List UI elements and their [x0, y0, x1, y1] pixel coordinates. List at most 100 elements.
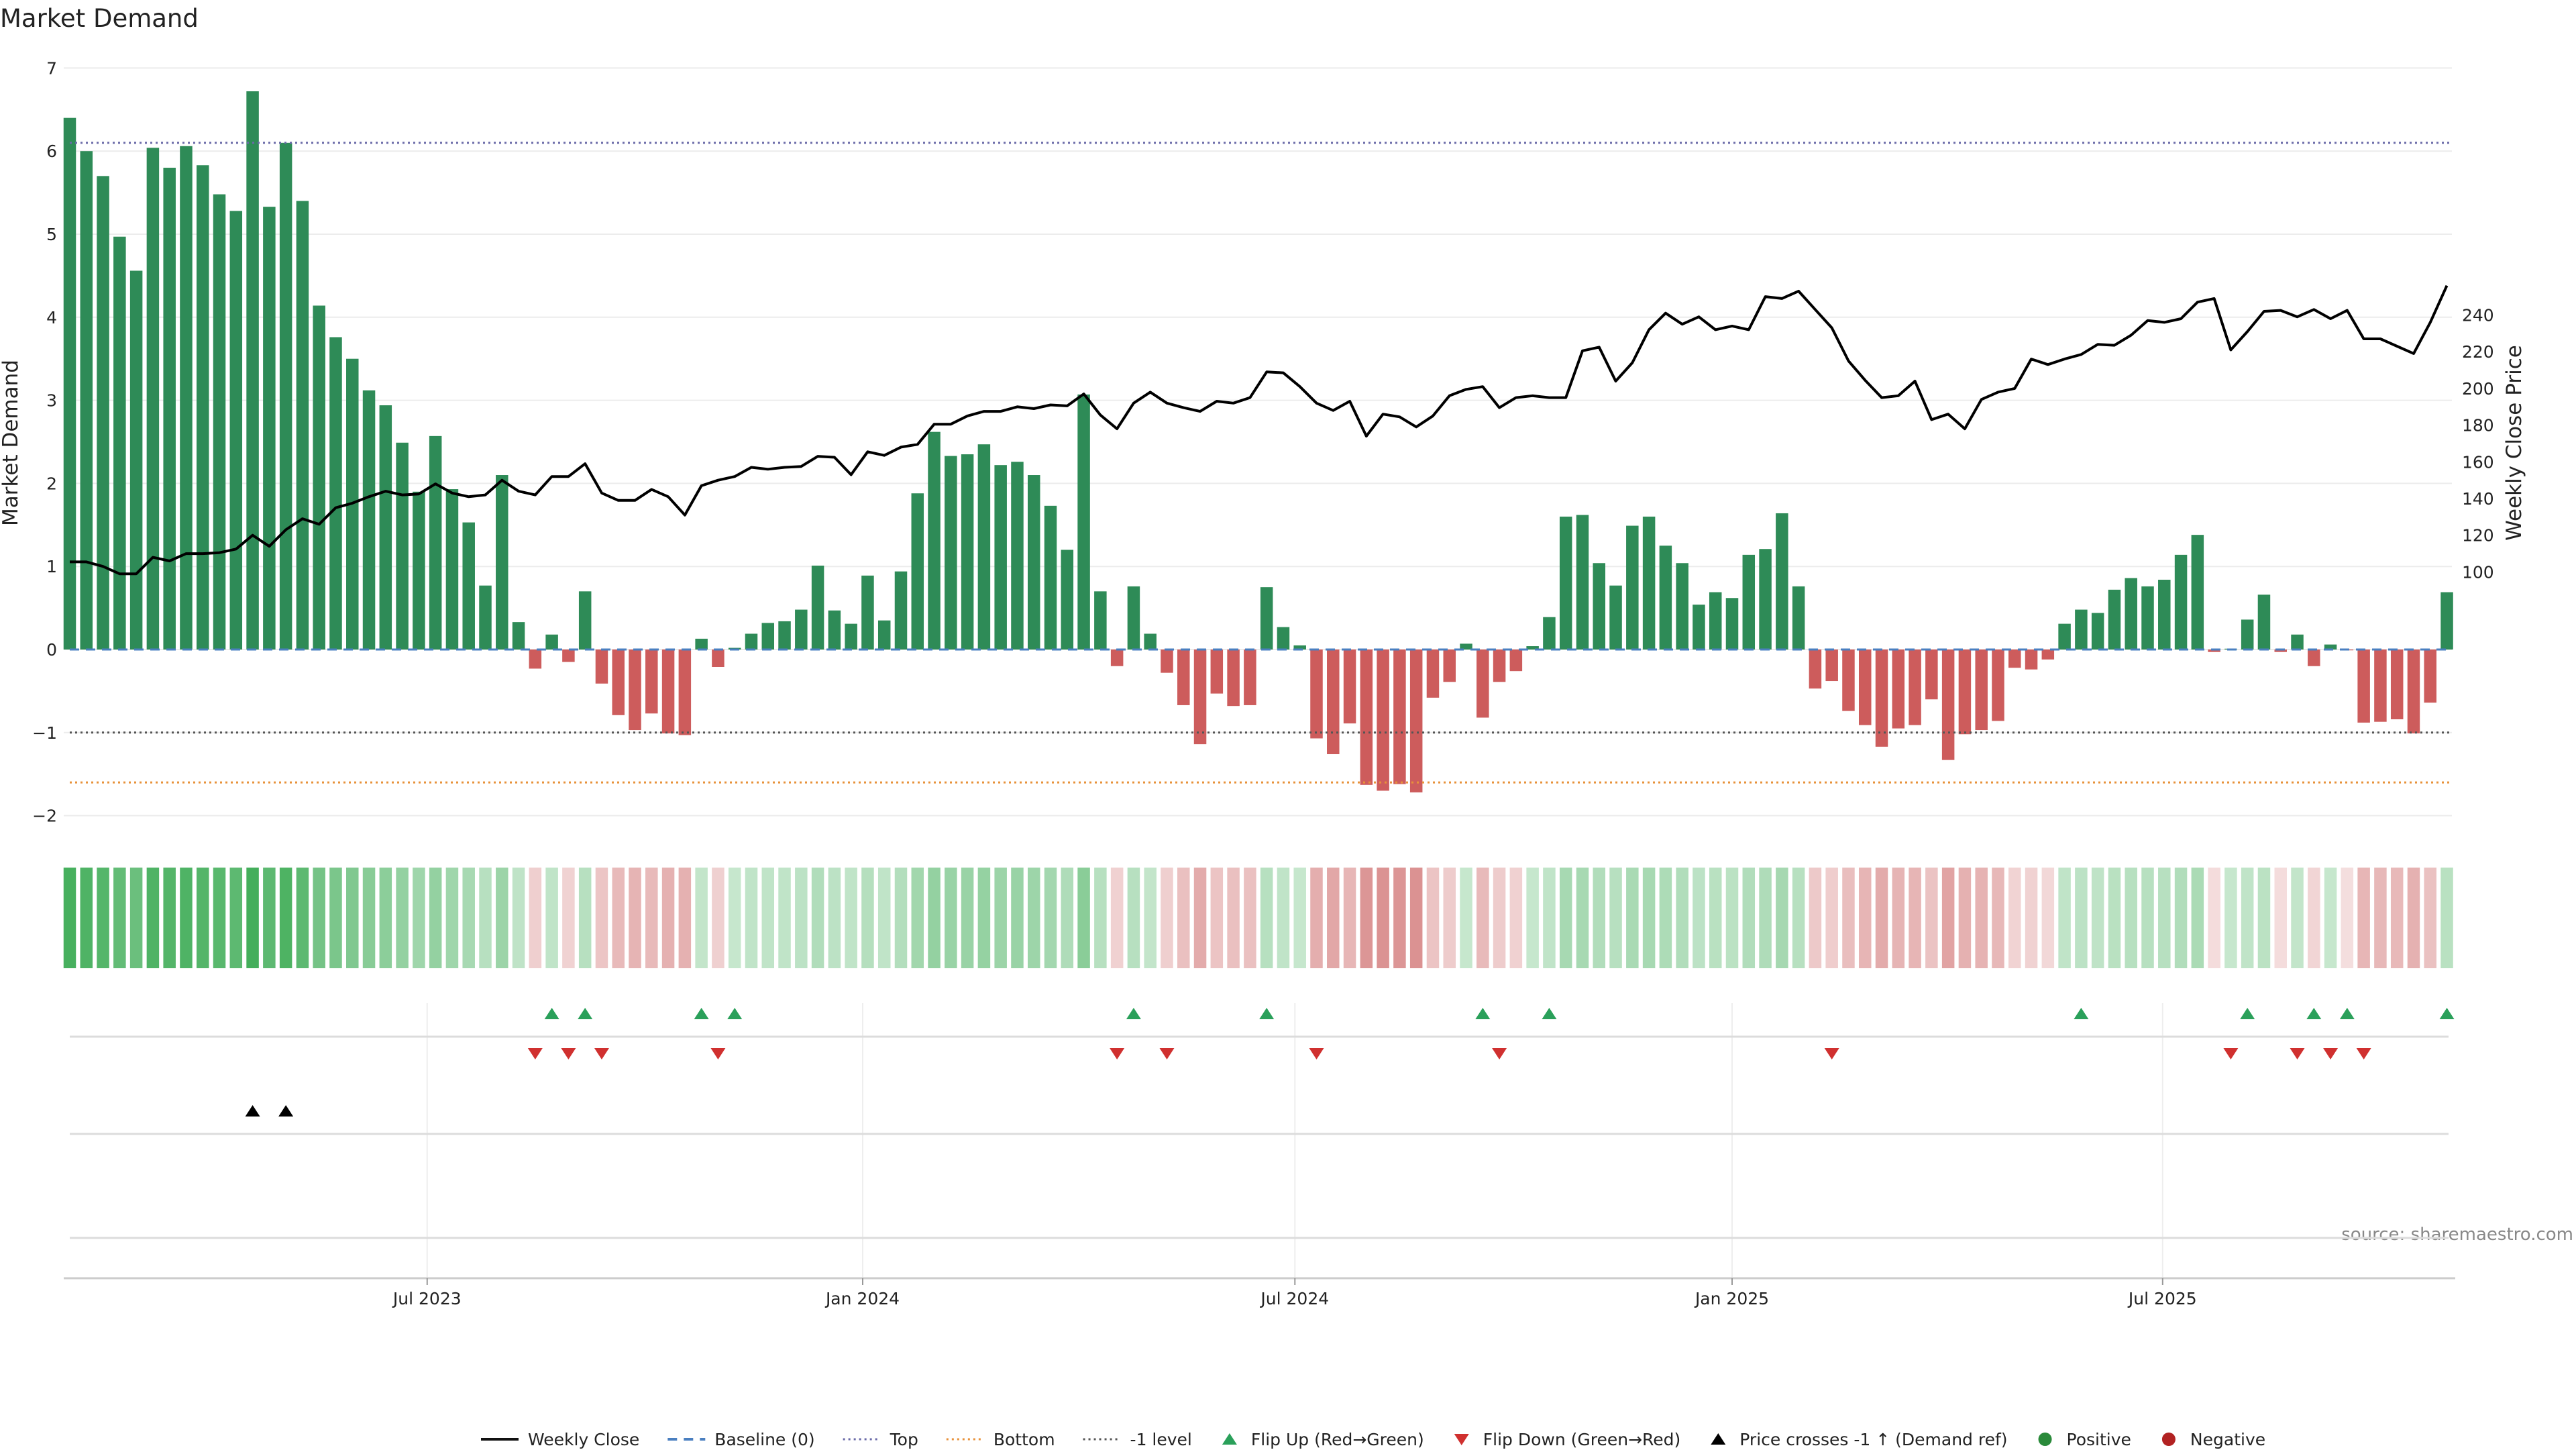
heat-cell-138 [2357, 868, 2370, 968]
heat-cell-9 [213, 868, 226, 968]
flip-up-marker-5 [1259, 1008, 1275, 1019]
demand-bar-58 [1027, 475, 1040, 650]
demand-bar-114 [1958, 650, 1972, 735]
demand-bar-6 [163, 167, 176, 650]
heat-cell-0 [63, 868, 76, 968]
heat-cell-95 [1642, 868, 1656, 968]
heat-cell-111 [1909, 868, 1921, 968]
legend-marker-flip_down [1454, 1434, 1469, 1445]
flip-up-marker-1 [578, 1008, 593, 1019]
demand-bar-25 [479, 585, 492, 650]
heat-cell-13 [279, 868, 292, 968]
heat-cell-107 [1842, 868, 1855, 968]
demand-bar-39 [712, 650, 724, 667]
flip-up-marker-4 [1126, 1008, 1141, 1019]
y-tick-label-4: 3 [46, 391, 57, 411]
demand-bar-38 [695, 638, 708, 650]
legend-item-cross: Price crosses -1 ↑ (Demand ref) [1711, 1430, 2008, 1449]
demand-bar-87 [1509, 650, 1523, 672]
y-axis-label: Market Demand [0, 360, 23, 526]
demand-bar-107 [1842, 650, 1855, 711]
flip-down-marker-6 [1309, 1048, 1324, 1059]
legend-label-flip_up: Flip Up (Red→Green) [1251, 1430, 1424, 1449]
heat-cell-68 [1193, 868, 1207, 968]
y-right-tick-label-1: 120 [2462, 526, 2494, 546]
demand-bar-64 [1127, 586, 1140, 650]
heat-cell-47 [845, 868, 857, 968]
heat-cell-6 [163, 868, 176, 968]
y-tick-label-0: 7 [46, 58, 57, 78]
heat-cell-22 [429, 868, 442, 968]
demand-bar-143 [2440, 592, 2453, 650]
heat-cell-14 [296, 868, 309, 968]
demand-bar-97 [1676, 563, 1688, 650]
heat-cell-26 [496, 868, 508, 968]
demand-bar-89 [1543, 617, 1556, 650]
demand-bar-70 [1227, 650, 1240, 707]
x-tick-label-3: Jan 2025 [1694, 1289, 1769, 1308]
demand-bar-110 [1892, 650, 1905, 729]
heat-cell-30 [562, 868, 575, 968]
heat-cell-102 [1759, 868, 1772, 968]
flip-up-marker-6 [1475, 1008, 1491, 1019]
demand-bar-61 [1077, 394, 1090, 650]
flip-down-marker-1 [561, 1048, 576, 1059]
heat-cell-50 [894, 868, 908, 968]
demand-bar-126 [2158, 580, 2171, 650]
demand-bar-50 [894, 571, 908, 650]
heat-cell-36 [661, 868, 675, 968]
heat-cell-73 [1277, 868, 1290, 968]
demand-bar-30 [562, 650, 575, 662]
legend-label-top: Top [890, 1430, 918, 1449]
heat-cell-62 [1094, 868, 1107, 968]
heat-cell-93 [1609, 868, 1622, 968]
demand-bar-127 [2174, 554, 2188, 650]
heat-cell-5 [146, 868, 160, 968]
flip-down-marker-9 [2223, 1048, 2239, 1059]
demand-bar-44 [795, 609, 808, 650]
heat-cell-74 [1293, 868, 1306, 968]
demand-bar-91 [1576, 515, 1589, 650]
heat-cell-11 [246, 868, 259, 968]
heat-cell-31 [578, 868, 592, 968]
flip-up-marker-2 [694, 1008, 709, 1019]
heat-cell-113 [1941, 868, 1955, 968]
heat-cell-38 [695, 868, 708, 968]
heat-cell-49 [877, 868, 891, 968]
flip-down-marker-12 [2356, 1048, 2371, 1059]
legend-item-minus_one: -1 level [1083, 1430, 1192, 1449]
heat-cell-134 [2291, 868, 2304, 968]
y-tick-label-9: −2 [32, 807, 57, 826]
heat-cell-96 [1659, 868, 1672, 968]
demand-bar-139 [2374, 650, 2387, 722]
heat-cell-85 [1477, 868, 1489, 968]
demand-bar-135 [2308, 650, 2320, 666]
demand-bar-83 [1443, 650, 1456, 682]
heat-cell-91 [1576, 868, 1589, 968]
y-tick-label-8: −1 [32, 723, 57, 743]
heat-cell-143 [2440, 868, 2453, 968]
heat-cell-86 [1493, 868, 1506, 968]
demand-bar-102 [1759, 549, 1772, 650]
legend-item-positive: Positive [2038, 1430, 2131, 1449]
heat-cell-126 [2158, 868, 2171, 968]
heat-cell-106 [1825, 868, 1838, 968]
flip-down-marker-4 [1110, 1048, 1125, 1059]
demand-bar-132 [2257, 594, 2271, 650]
heat-cell-92 [1593, 868, 1606, 968]
demand-bar-67 [1177, 650, 1190, 705]
demand-bar-14 [296, 201, 309, 650]
demand-bar-9 [213, 194, 226, 650]
heat-cell-75 [1310, 868, 1323, 968]
demand-bar-37 [678, 650, 692, 735]
demand-bar-69 [1210, 650, 1224, 694]
heat-cell-88 [1526, 868, 1539, 968]
y-tick-label-1: 6 [46, 142, 57, 161]
heat-cell-120 [2058, 868, 2071, 968]
heat-cell-45 [811, 868, 824, 968]
demand-bar-98 [1693, 605, 1705, 650]
legend: Weekly Close Baseline (0) Top Bottom -1 leve… [481, 1430, 2265, 1449]
demand-bar-119 [2041, 650, 2055, 660]
heat-cell-110 [1892, 868, 1905, 968]
